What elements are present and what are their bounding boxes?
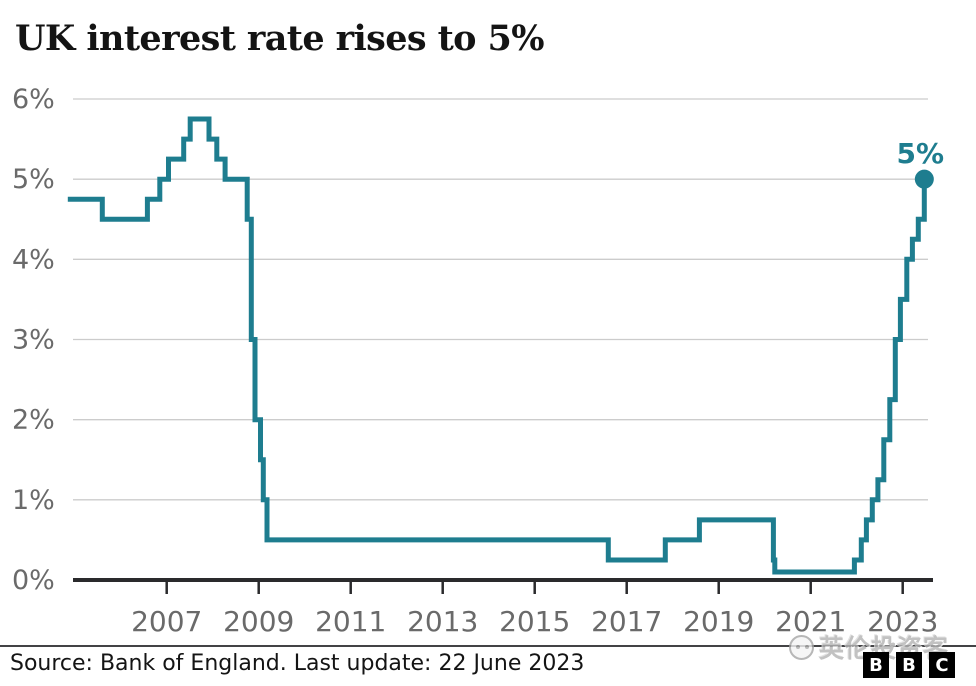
y-axis-tick-label: 1% [12, 485, 55, 516]
bbc-logo-letter: B [896, 652, 922, 678]
x-axis-tick-label: 2013 [407, 605, 478, 638]
x-axis-tick-label: 2019 [683, 605, 754, 638]
endpoint-dot [914, 169, 934, 189]
x-axis-tick-label: 2017 [591, 605, 662, 638]
rate-step-line [67, 116, 927, 575]
y-axis-tick-label: 0% [12, 565, 55, 596]
endpoint-value-label: 5% [897, 137, 945, 170]
y-axis-tick-label: 3% [12, 325, 55, 356]
x-axis-tick-label: 2023 [867, 605, 938, 638]
bbc-logo-letter: B [863, 652, 889, 678]
y-axis-tick-label: 5% [12, 164, 55, 195]
footer-divider [0, 645, 976, 647]
x-axis-tick-label: 2007 [131, 605, 202, 638]
page-title: UK interest rate rises to 5% [15, 18, 545, 59]
x-axis-tick-label: 2009 [223, 605, 294, 638]
x-axis-tick-label: 2015 [499, 605, 570, 638]
x-axis-tick-label: 2021 [775, 605, 846, 638]
bbc-logo-letter: C [929, 652, 955, 678]
source-caption: Source: Bank of England. Last update: 22… [10, 651, 585, 676]
x-axis-tick-label: 2011 [315, 605, 386, 638]
y-axis-tick-label: 4% [12, 244, 55, 275]
y-axis-tick-label: 6% [12, 84, 55, 115]
y-axis-tick-label: 2% [12, 405, 55, 436]
